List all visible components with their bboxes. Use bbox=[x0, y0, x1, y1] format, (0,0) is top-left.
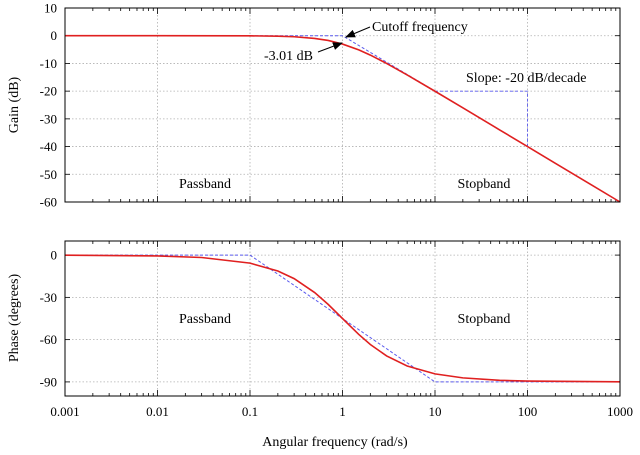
response-line bbox=[65, 34, 621, 203]
magnitude-passband-label: Passband bbox=[179, 177, 231, 192]
magnitude-series bbox=[65, 34, 621, 203]
slope-label: Slope: -20 dB/decade bbox=[466, 71, 587, 86]
phase-y-axis-label: Phase (degrees) bbox=[7, 274, 22, 363]
y-tick-label: -40 bbox=[40, 139, 57, 154]
magnitude-frame bbox=[64, 7, 621, 203]
x-tick-label: 0.1 bbox=[242, 404, 258, 419]
y-tick-label: -50 bbox=[40, 167, 57, 182]
y-tick-label: -90 bbox=[40, 374, 57, 389]
cutoff-frequency-label: Cutoff frequency bbox=[372, 20, 468, 35]
magnitude-panel: 10 0 -10 -20 -30 -40 -50 -60 Gain (dB) Passband… bbox=[7, 1, 621, 210]
phase-frame bbox=[64, 240, 621, 397]
magnitude-y-tick-labels: 10 0 -10 -20 -30 -40 -50 -60 bbox=[40, 1, 57, 210]
slope-guide bbox=[435, 90, 528, 147]
y-tick-label: -10 bbox=[40, 56, 57, 71]
x-tick-label: 100 bbox=[518, 404, 538, 419]
y-tick-label: -60 bbox=[40, 332, 57, 347]
cutoff-frequency-arrow bbox=[345, 26, 371, 38]
phase-panel: 0 -30 -60 -90 0.001 0.01 0.1 1 10 100 1000 Phase … bbox=[7, 240, 633, 450]
phase-stopband-label: Stopband bbox=[458, 312, 511, 327]
x-tick-label: 1 bbox=[339, 404, 346, 419]
x-tick-label: 10 bbox=[429, 404, 442, 419]
y-tick-label: 0 bbox=[51, 248, 58, 263]
y-tick-label: 0 bbox=[51, 28, 58, 43]
y-tick-label: -30 bbox=[40, 111, 57, 126]
x-tick-label: 0.01 bbox=[146, 404, 169, 419]
slope-guide-line bbox=[435, 90, 528, 147]
y-tick-label: 10 bbox=[44, 1, 57, 16]
y-tick-label: -20 bbox=[40, 84, 57, 99]
minus-3db-arrow bbox=[317, 42, 343, 53]
magnitude-stopband-label: Stopband bbox=[458, 177, 511, 192]
x-tick-labels: 0.001 0.01 0.1 1 10 100 1000 bbox=[50, 404, 633, 419]
y-tick-label: -60 bbox=[40, 195, 57, 210]
magnitude-y-axis-label: Gain (dB) bbox=[7, 76, 22, 133]
x-tick-label: 0.001 bbox=[50, 404, 79, 419]
magnitude-grid bbox=[65, 8, 620, 202]
x-axis-label: Angular frequency (rad/s) bbox=[262, 435, 408, 450]
minus-3db-label: -3.01 dB bbox=[264, 49, 313, 64]
phase-series bbox=[64, 254, 621, 383]
y-tick-label: -30 bbox=[40, 290, 57, 305]
phase-y-tick-labels: 0 -30 -60 -90 bbox=[40, 248, 57, 390]
x-tick-label: 1000 bbox=[607, 404, 633, 419]
phase-passband-label: Passband bbox=[179, 312, 231, 327]
response-line bbox=[64, 254, 621, 383]
